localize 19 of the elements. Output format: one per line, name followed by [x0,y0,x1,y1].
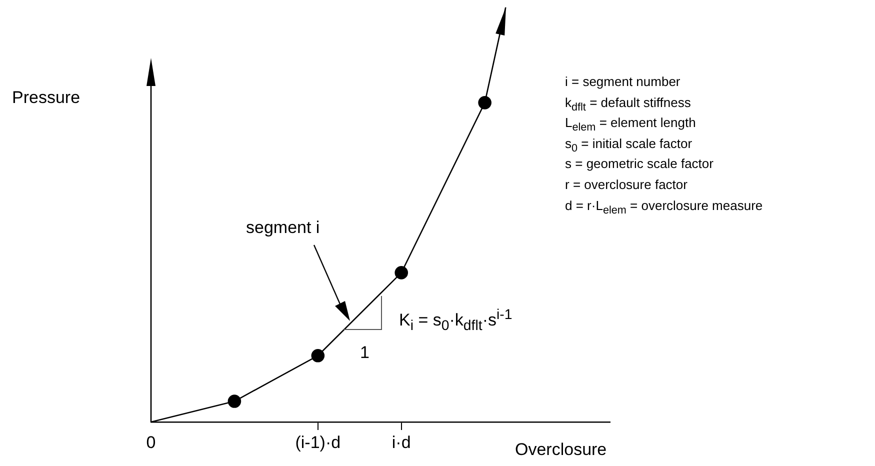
annotation: i = segment number [565,74,680,89]
x-tick-label: i·d [392,432,411,452]
point [228,394,242,408]
point [478,96,492,110]
annotation: d = r·L$_{elem}$ = overclosure measure [565,198,763,216]
annotation: L$_{elem}$ = element length [565,115,696,134]
annotation: s$_{0}$ = initial scale factor [565,136,692,154]
annotation: k$_{dflt}$ = default stiffness [565,94,691,114]
annotation: segment i [246,218,320,238]
point [311,349,325,362]
y-axis-title: Pressure [12,88,80,108]
annotation: r = overclosure factor [565,177,688,192]
x-tick-label: 0 [146,432,156,452]
x-tick-label: (i-1)·d [295,432,341,452]
annotation: s = geometric scale factor [565,156,714,172]
annotation: 1 [360,343,370,363]
annotation: K$_{i}$ = s$_{0}$·k$_{dflt}$·s$^{i-1}$ [399,307,512,334]
x-axis-title: Overclosure [515,440,607,460]
point [394,266,408,280]
